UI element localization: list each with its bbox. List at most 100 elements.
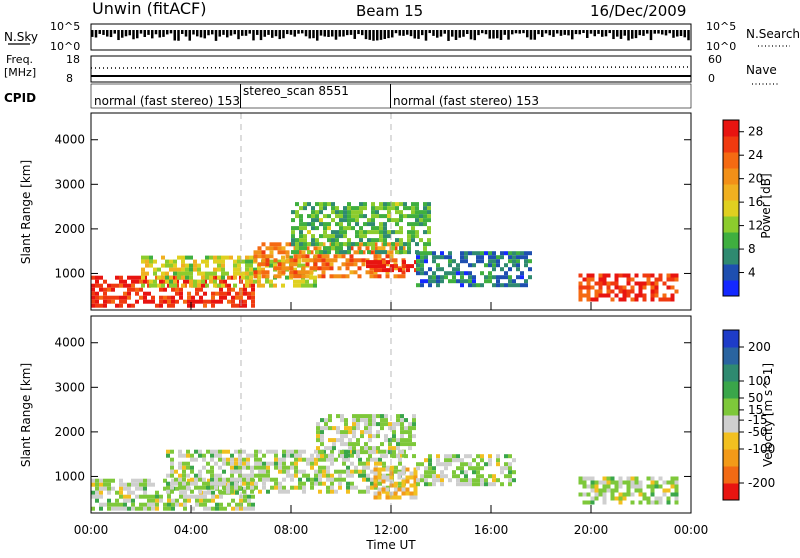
heatmap-cell bbox=[396, 414, 400, 419]
x-tick-label: 08:00 bbox=[274, 523, 309, 537]
heatmap-cell bbox=[298, 485, 302, 490]
heatmap-cell bbox=[324, 446, 328, 451]
heatmap-cell bbox=[119, 283, 123, 288]
heatmap-cell bbox=[182, 473, 186, 478]
heatmap-cell bbox=[257, 250, 262, 255]
heatmap-cell bbox=[173, 263, 177, 268]
heatmap-cell bbox=[484, 251, 488, 256]
heatmap-cell bbox=[618, 500, 623, 505]
heatmap-cell bbox=[107, 482, 111, 487]
heatmap-cell bbox=[460, 279, 464, 284]
heatmap-cell bbox=[266, 461, 270, 466]
heatmap-cell bbox=[670, 492, 675, 497]
heatmap-cell bbox=[379, 214, 383, 219]
heatmap-cell bbox=[111, 502, 115, 507]
heatmap-cell bbox=[119, 506, 123, 511]
heatmap-cell bbox=[95, 303, 99, 308]
heatmap-cell bbox=[274, 453, 278, 458]
heatmap-cell bbox=[189, 279, 193, 284]
heatmap-cell bbox=[182, 465, 186, 470]
heatmap-cell bbox=[273, 246, 278, 251]
heatmap-cell bbox=[464, 255, 468, 260]
heatmap-cell bbox=[157, 275, 161, 280]
heatmap-cell bbox=[586, 297, 591, 302]
heatmap-cell bbox=[321, 266, 326, 271]
heatmap-cell bbox=[338, 473, 342, 478]
heatmap-cell bbox=[277, 250, 282, 255]
heatmap-cell bbox=[339, 226, 343, 231]
heatmap-cell bbox=[355, 218, 359, 223]
heatmap-cell bbox=[374, 457, 378, 462]
nsky-bar bbox=[248, 30, 251, 34]
heatmap-cell bbox=[602, 281, 607, 286]
heatmap-cell bbox=[313, 246, 318, 251]
heatmap-cell bbox=[363, 234, 367, 239]
heatmap-cell bbox=[413, 475, 418, 480]
heatmap-cell bbox=[322, 465, 326, 470]
heatmap-cell bbox=[520, 255, 524, 260]
heatmap-cell bbox=[392, 438, 396, 443]
heatmap-cell bbox=[606, 480, 611, 485]
heatmap-cell bbox=[273, 263, 277, 268]
heatmap-cell bbox=[131, 303, 135, 308]
heatmap-cell bbox=[198, 469, 202, 474]
heatmap-cell bbox=[226, 477, 230, 482]
nsky-bar bbox=[518, 30, 521, 34]
heatmap-cell bbox=[401, 479, 406, 484]
heatmap-cell bbox=[610, 488, 615, 493]
heatmap-cell bbox=[274, 461, 278, 466]
heatmap-cell bbox=[464, 462, 468, 467]
heatmap-cell bbox=[376, 414, 380, 419]
heatmap-cell bbox=[245, 275, 249, 280]
heatmap-cell bbox=[226, 489, 230, 494]
heatmap-cell bbox=[347, 202, 351, 207]
x-tick-label: 12:00 bbox=[374, 523, 409, 537]
heatmap-cell bbox=[169, 283, 173, 288]
heatmap-cell bbox=[602, 496, 607, 501]
heatmap-cell bbox=[336, 430, 340, 435]
heatmap-cell bbox=[496, 255, 500, 260]
heatmap-cell bbox=[346, 481, 350, 486]
heatmap-cell bbox=[281, 255, 285, 260]
nsearch-tick-low: 10^0 bbox=[706, 40, 736, 53]
heatmap-cell bbox=[520, 283, 524, 288]
heatmap-cell bbox=[666, 273, 671, 278]
heatmap-cell bbox=[367, 218, 371, 223]
heatmap-cell bbox=[320, 434, 324, 439]
heatmap-cell bbox=[630, 289, 635, 294]
heatmap-cell bbox=[335, 246, 339, 251]
heatmap-cell bbox=[516, 259, 520, 264]
heatmap-cell bbox=[460, 466, 464, 471]
heatmap-cell bbox=[389, 491, 394, 496]
heatmap-cell bbox=[424, 259, 428, 264]
heatmap-cell bbox=[371, 210, 375, 215]
y-tick-label: 1000 bbox=[54, 266, 85, 280]
heatmap-cell bbox=[221, 255, 225, 260]
heatmap-cell bbox=[294, 465, 298, 470]
heatmap-cell bbox=[295, 210, 299, 215]
heatmap-cell bbox=[408, 446, 412, 451]
heatmap-cell bbox=[198, 453, 202, 458]
heatmap-cell bbox=[427, 242, 431, 247]
heatmap-cell bbox=[230, 477, 234, 482]
nsky-bar bbox=[458, 30, 461, 38]
heatmap-cell bbox=[383, 206, 387, 211]
heatmap-cell bbox=[115, 502, 119, 507]
heatmap-cell bbox=[302, 485, 306, 490]
heatmap-cell bbox=[202, 481, 206, 486]
heatmap-cell bbox=[670, 484, 675, 489]
heatmap-cell bbox=[618, 285, 623, 290]
nsky-bar bbox=[571, 30, 574, 40]
nsky-bar bbox=[346, 30, 349, 36]
heatmap-cell bbox=[357, 242, 362, 247]
heatmap-cell bbox=[159, 299, 163, 304]
heatmap-cell bbox=[622, 285, 627, 290]
heatmap-cell bbox=[368, 418, 372, 423]
heatmap-cell bbox=[319, 234, 323, 239]
heatmap-cell bbox=[178, 481, 182, 486]
heatmap-cell bbox=[261, 242, 266, 247]
heatmap-cell bbox=[400, 438, 404, 443]
heatmap-cell bbox=[316, 434, 320, 439]
heatmap-cell bbox=[419, 214, 423, 219]
heatmap-cell bbox=[427, 226, 431, 231]
